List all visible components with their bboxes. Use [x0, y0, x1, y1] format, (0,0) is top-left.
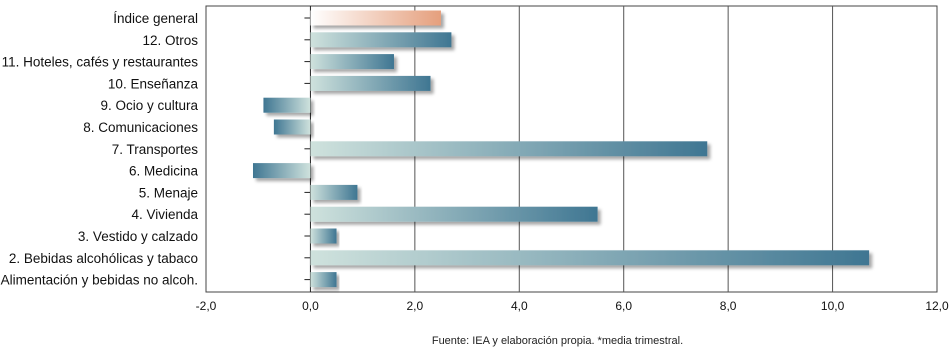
- bar: [310, 141, 708, 157]
- category-label: Índice general: [113, 11, 198, 26]
- bar: [310, 272, 337, 288]
- category-label: 12. Otros: [142, 33, 198, 48]
- bar-highlight: [310, 10, 441, 26]
- bar: [263, 97, 311, 113]
- x-tick-label: 2,0: [407, 299, 424, 313]
- bar: [273, 119, 311, 135]
- bar: [310, 228, 337, 244]
- bar: [310, 54, 394, 70]
- x-tick-label: 12,0: [925, 299, 949, 313]
- x-tick-label: 8,0: [720, 299, 737, 313]
- category-label: 5. Menaje: [139, 185, 198, 200]
- x-tick-label: 6,0: [615, 299, 632, 313]
- category-label: 10. Enseñanza: [108, 76, 199, 91]
- category-label: 8. Comunicaciones: [83, 120, 198, 135]
- bar: [310, 32, 452, 48]
- category-label: 1. Alimentación y bebidas no alcoh.: [0, 273, 198, 288]
- source-note: Fuente: IEA y elaboración propia. *media…: [432, 335, 683, 347]
- bar: [252, 163, 311, 179]
- x-tick-label: 4,0: [511, 299, 528, 313]
- bar: [310, 250, 870, 266]
- x-tick-label: 10,0: [821, 299, 845, 313]
- category-label: 11. Hoteles, cafés y restaurantes: [2, 55, 199, 70]
- category-label: 9. Ocio y cultura: [100, 98, 198, 113]
- x-tick-label: -2,0: [196, 299, 217, 313]
- category-label: 4. Vivienda: [131, 207, 198, 222]
- category-label: 3. Vestido y calzado: [78, 229, 198, 244]
- category-label: 6. Medicina: [129, 164, 199, 179]
- bar: [310, 75, 431, 91]
- x-tick-label: 0,0: [302, 299, 319, 313]
- category-label: 2. Bebidas alcohólicas y tabaco: [9, 251, 198, 266]
- category-label: 7. Transportes: [112, 142, 199, 157]
- bar: [310, 184, 358, 200]
- bar: [310, 206, 598, 222]
